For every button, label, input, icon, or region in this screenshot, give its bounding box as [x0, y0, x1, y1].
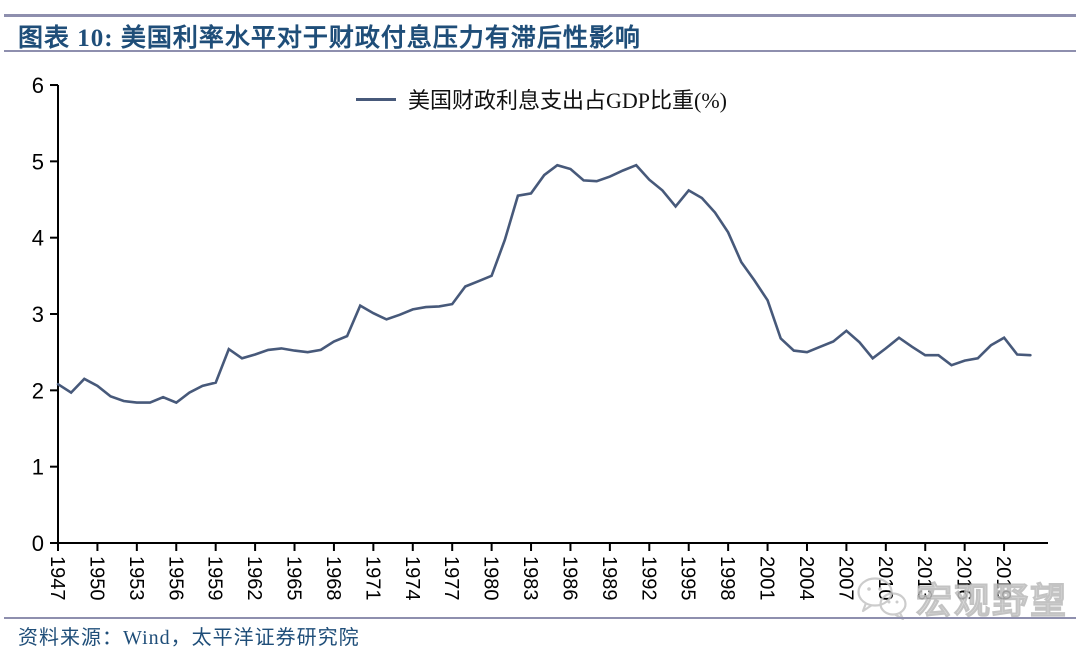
- x-tick-label: 1995: [677, 556, 699, 601]
- x-tick-label: 2007: [834, 556, 856, 601]
- y-tick-label: 0: [32, 531, 44, 556]
- x-tick-label: 2016: [953, 556, 975, 601]
- x-tick-label: 1986: [558, 556, 580, 601]
- x-tick-label: 1992: [637, 556, 659, 601]
- header-rule-bottom: [4, 50, 1076, 52]
- x-tick-label: 2001: [756, 556, 778, 601]
- x-tick-label: 1956: [164, 556, 186, 601]
- x-tick-label: 1959: [204, 556, 226, 601]
- x-tick-label: 1947: [46, 556, 68, 601]
- x-tick-label: 2019: [992, 556, 1014, 601]
- x-tick-label: 2010: [874, 556, 896, 601]
- y-tick-label: 4: [32, 226, 44, 251]
- x-tick-label: 1962: [243, 556, 265, 601]
- header-rule-top: [4, 14, 1076, 17]
- x-tick-label: 1983: [519, 556, 541, 601]
- legend-label: 美国财政利息支出占GDP比重(%): [408, 88, 727, 113]
- x-tick-label: 1998: [716, 556, 738, 601]
- x-tick-label: 2013: [913, 556, 935, 601]
- x-tick-label: 1968: [322, 556, 344, 601]
- legend: 美国财政利息支出占GDP比重(%): [356, 84, 727, 114]
- chart-title: 图表 10: 美国利率水平对于财政付息压力有滞后性影响: [18, 25, 641, 52]
- y-tick-label: 6: [32, 73, 44, 98]
- x-tick-label: 2004: [795, 556, 817, 601]
- y-tick-label: 1: [32, 455, 44, 480]
- x-tick-label: 1989: [598, 556, 620, 601]
- y-tick-label: 2: [32, 378, 44, 403]
- x-tick-label: 1977: [440, 556, 462, 601]
- source-text: 资料来源：Wind，太平洋证券研究院: [18, 627, 360, 649]
- y-tick-label: 5: [32, 149, 44, 174]
- legend-line-icon: [356, 97, 396, 101]
- x-tick-label: 1950: [85, 556, 107, 601]
- x-tick-label: 1974: [401, 556, 423, 601]
- x-tick-label: 1953: [125, 556, 147, 601]
- data-series-line: [56, 163, 1032, 405]
- x-tick-label: 1965: [283, 556, 305, 601]
- x-tick-label: 1980: [480, 556, 502, 601]
- y-tick-label: 3: [32, 302, 44, 327]
- x-tick-label: 1971: [361, 556, 383, 601]
- footer-rule: [4, 617, 1076, 619]
